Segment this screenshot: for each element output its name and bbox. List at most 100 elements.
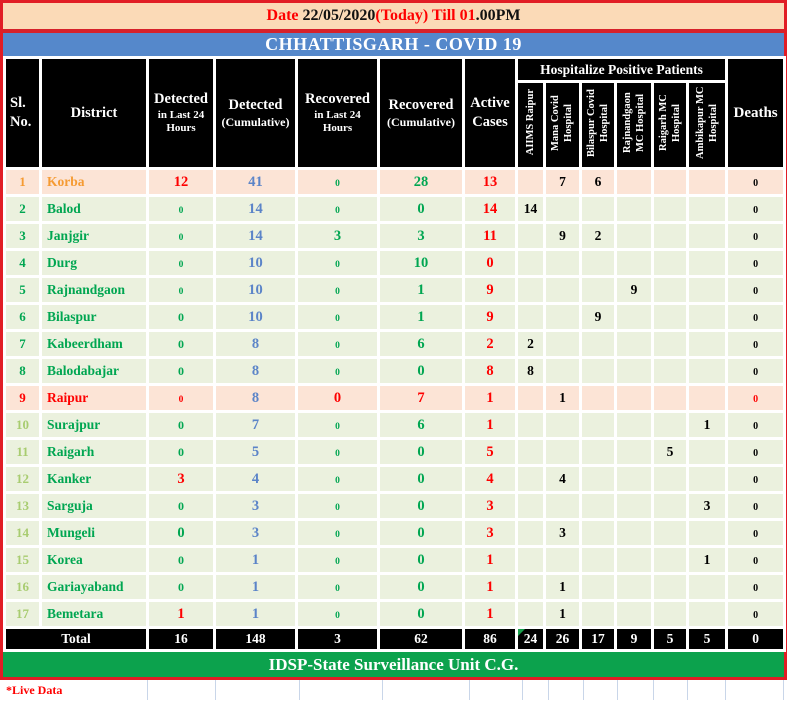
cell-sl-no: 8 [6, 359, 39, 383]
cell-recovered-cumulative-value: 0 [417, 525, 425, 541]
cell-recovered-cumulative: 10 [380, 251, 462, 275]
deaths-value: 0 [753, 205, 759, 216]
header-deaths: Deaths [728, 59, 784, 167]
cell-hospital-5 [689, 170, 726, 194]
cell-hospital-1 [546, 251, 579, 275]
cell-hospital-3 [617, 332, 651, 356]
cell-detected-cumulative: 1 [216, 602, 295, 626]
cell-district: Kanker [42, 467, 146, 491]
cell-recovered-24h: 0 [298, 521, 377, 545]
cell-active-cases-value: 1 [486, 390, 494, 406]
cell-hospital-3 [617, 305, 651, 329]
total-value: 5 [689, 629, 726, 649]
cell-hospital-3 [617, 251, 651, 275]
cell-recovered-24h-value: 0 [335, 368, 340, 378]
cell-active-cases-value: 1 [486, 552, 494, 568]
cell-hospital-0 [518, 305, 543, 329]
cell-sl-no: 5 [6, 278, 39, 302]
cell-hospital-1 [546, 332, 579, 356]
cell-recovered-24h: 0 [298, 548, 377, 572]
cell-recovered-cumulative: 6 [380, 332, 462, 356]
date-banner: Date 22/05/2020 (Today) Till 01 .00PM [3, 3, 784, 33]
table-row: 1 Korba 12 41 0 28 13 7 6 0 [6, 170, 784, 194]
cell-hospital-0 [518, 521, 543, 545]
cell-hospital-1: 4 [546, 467, 579, 491]
cell-hospital-2 [582, 602, 614, 626]
total-value: 0 [728, 629, 784, 649]
cell-hospital-2 [582, 440, 614, 464]
cell-active-cases: 2 [465, 332, 515, 356]
cell-deaths: 0 [728, 548, 784, 572]
table-row: 17 Bemetara 1 1 0 0 1 1 0 [6, 602, 784, 626]
cell-recovered-24h: 0 [298, 413, 377, 437]
cell-detected-cumulative: 10 [216, 278, 295, 302]
table-row: 6 Bilaspur 0 10 0 1 9 9 0 [6, 305, 784, 329]
cell-detected-cumulative-value: 8 [251, 336, 260, 352]
deaths-value: 0 [753, 421, 759, 432]
cell-detected-24h: 0 [149, 278, 213, 302]
cell-recovered-cumulative-value: 3 [417, 228, 425, 244]
cell-detected-24h: 0 [149, 197, 213, 221]
cell-deaths: 0 [728, 332, 784, 356]
deaths-value: 0 [753, 232, 759, 243]
cell-detected-cumulative-value: 41 [248, 174, 263, 190]
cell-recovered-cumulative-value: 0 [417, 471, 425, 487]
cell-detected-cumulative: 10 [216, 305, 295, 329]
cell-deaths: 0 [728, 494, 784, 518]
cell-detected-24h-value: 0 [178, 260, 184, 270]
cell-recovered-cumulative-value: 6 [417, 417, 425, 433]
cell-active-cases-value: 0 [486, 255, 494, 271]
live-cell [522, 680, 550, 700]
cell-detected-24h: 0 [149, 332, 213, 356]
table-row: 5 Rajnandgaon 0 10 0 1 9 9 0 [6, 278, 784, 302]
cell-detected-24h: 0 [149, 359, 213, 383]
cell-sl-no: 15 [6, 548, 39, 572]
table-row: 4 Durg 0 10 0 10 0 0 [6, 251, 784, 275]
cell-hospital-3: 9 [617, 278, 651, 302]
cell-hospital-2: 2 [582, 224, 614, 248]
cell-recovered-cumulative-value: 0 [417, 552, 425, 568]
cell-active-cases: 5 [465, 440, 515, 464]
cell-district: Bemetara [42, 602, 146, 626]
cell-hospital-0: 14 [518, 197, 543, 221]
cell-active-cases: 0 [465, 251, 515, 275]
cell-detected-24h-value: 0 [178, 206, 184, 216]
cell-hospital-4 [654, 386, 686, 410]
cell-hospital-4 [654, 197, 686, 221]
table-row: 15 Korea 0 1 0 0 1 1 0 [6, 548, 784, 572]
cell-detected-cumulative: 5 [216, 440, 295, 464]
cell-detected-cumulative-value: 14 [248, 201, 263, 217]
cell-deaths: 0 [728, 575, 784, 599]
cell-hospital-4 [654, 170, 686, 194]
cell-detected-cumulative-value: 1 [251, 579, 260, 595]
date-label: Date [266, 7, 303, 24]
cell-district: Bilaspur [42, 305, 146, 329]
cell-hospital-5: 3 [689, 494, 726, 518]
cell-hospital-2 [582, 575, 614, 599]
deaths-value: 0 [753, 286, 759, 297]
table-row: 12 Kanker 3 4 0 0 4 4 0 [6, 467, 784, 491]
cell-hospital-0 [518, 575, 543, 599]
cell-hospital-0 [518, 548, 543, 572]
cell-detected-cumulative: 7 [216, 413, 295, 437]
cell-hospital-5 [689, 305, 726, 329]
header-line: Recovered [305, 91, 370, 108]
cell-hospital-2 [582, 494, 614, 518]
cell-detected-24h-value: 0 [178, 233, 184, 243]
cell-hospital-2 [582, 332, 614, 356]
cell-hospital-1 [546, 413, 579, 437]
cell-recovered-cumulative-value: 0 [417, 363, 425, 379]
header-hospital-2: Bilaspur Covid Hospital [582, 83, 614, 167]
cell-detected-24h: 0 [149, 521, 213, 545]
cell-recovered-24h-value: 3 [333, 228, 342, 244]
cell-hospital-4 [654, 494, 686, 518]
cell-hospital-5 [689, 332, 726, 356]
cell-hospital-4 [654, 224, 686, 248]
cell-recovered-24h-value: 0 [335, 287, 340, 297]
cell-hospital-5 [689, 467, 726, 491]
cell-detected-cumulative: 14 [216, 224, 295, 248]
cell-district: Korba [42, 170, 146, 194]
cell-hospital-2: 6 [582, 170, 614, 194]
cell-district: Korea [42, 548, 146, 572]
cell-active-cases-value: 3 [486, 498, 494, 514]
